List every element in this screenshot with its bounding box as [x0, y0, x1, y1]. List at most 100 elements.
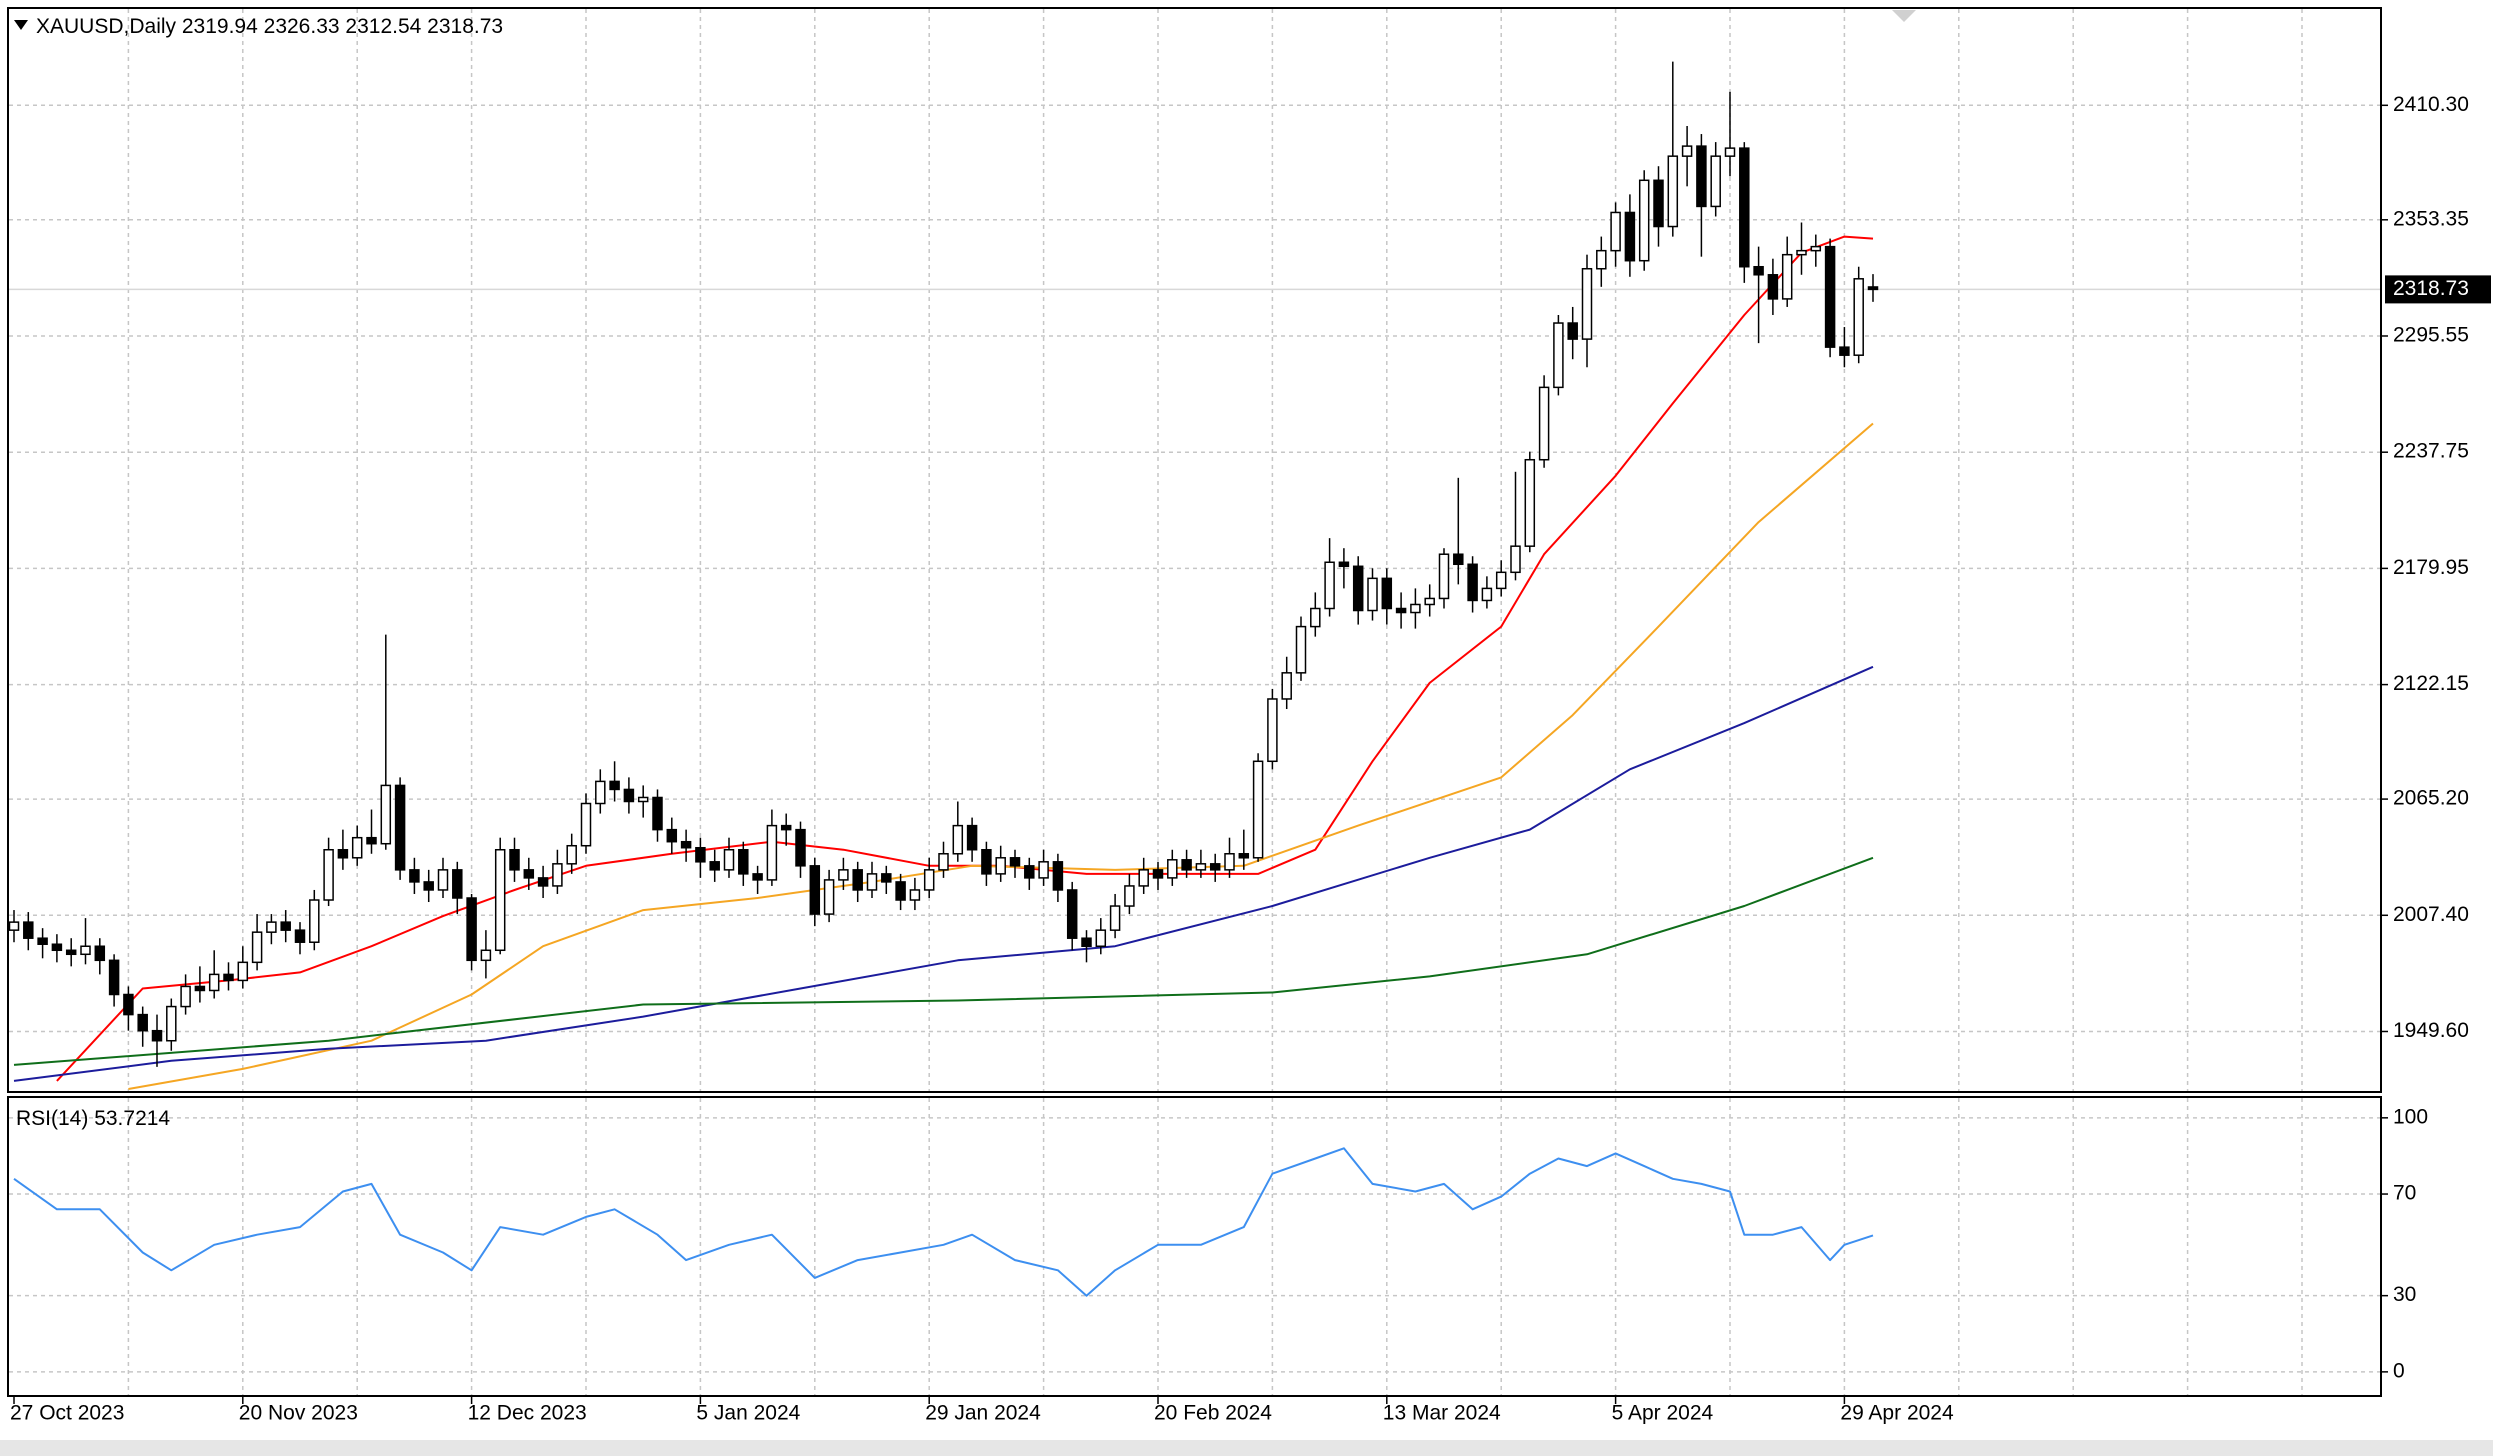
x-tick-label: 13 Mar 2024	[1383, 1402, 1501, 1425]
candle-body	[452, 869, 463, 899]
candle-body	[938, 853, 949, 871]
candle-body	[1638, 179, 1650, 262]
candle-body	[895, 881, 906, 901]
candle-body	[1152, 869, 1164, 879]
y-tick-label: 2179.95	[2393, 556, 2469, 579]
y-tick-label: 2007.40	[2393, 903, 2469, 926]
candle-body	[509, 848, 520, 871]
candle-body	[1038, 861, 1049, 879]
candle-body	[1124, 885, 1135, 907]
candle-body	[409, 869, 420, 883]
moving-average-line	[13, 665, 1874, 1082]
candle-body	[1581, 267, 1593, 340]
candle-body	[623, 788, 635, 803]
candle-body	[1495, 571, 1507, 590]
y-tick-label: 2295.55	[2393, 324, 2469, 347]
candle-body	[351, 836, 363, 859]
candle-body	[8, 921, 20, 931]
y-tick-label: 100	[2393, 1105, 2428, 1128]
candle-body	[1696, 145, 1707, 208]
candle-body	[1081, 937, 1092, 947]
candle-body	[94, 945, 106, 962]
candle-body	[51, 943, 63, 952]
candle-body	[237, 961, 249, 982]
candle-body	[666, 828, 678, 843]
candle-body	[1596, 249, 1607, 270]
candle-body	[1066, 889, 1078, 939]
candle-body	[1209, 863, 1221, 871]
candle-body	[838, 869, 849, 881]
rsi-title: RSI(14)	[16, 1107, 88, 1130]
close-value: 2318.73	[427, 15, 503, 38]
candle-body	[1624, 211, 1636, 262]
x-tick-label: 20 Feb 2024	[1154, 1402, 1272, 1425]
open-value: 2319.94	[182, 15, 258, 38]
candle-body	[966, 824, 978, 851]
y-tick-label: 2353.35	[2393, 207, 2469, 230]
candle-body	[823, 879, 835, 915]
candle-body	[1753, 265, 1764, 276]
candle-body	[1824, 245, 1836, 348]
rsi-value: 53.7214	[94, 1107, 170, 1130]
candle-body	[695, 846, 706, 863]
plot-layer: 27 Oct 2023 20 Nov 2023 12 Dec 2023 5 Jan 2…	[8, 9, 2491, 1425]
candle-body	[1281, 672, 1292, 700]
candle-body	[852, 869, 863, 891]
candle-body	[1810, 245, 1822, 252]
candle-body	[1167, 859, 1178, 879]
candle-body	[423, 881, 434, 891]
candle-body	[380, 784, 392, 845]
high-value: 2326.33	[264, 15, 340, 38]
candle-body	[23, 921, 34, 939]
candle-body	[552, 863, 563, 887]
candle-body	[180, 985, 191, 1008]
candle-body	[208, 973, 220, 992]
candle-body	[1867, 286, 1879, 291]
candle-body	[1524, 458, 1536, 547]
candle-body	[1195, 863, 1207, 871]
candle-body	[637, 796, 649, 803]
candle-body	[1095, 929, 1107, 947]
candle-body	[580, 802, 592, 847]
price-tag	[2385, 275, 2491, 304]
candle-body	[1767, 274, 1779, 300]
candle-body	[595, 780, 606, 805]
candle-body	[1252, 760, 1264, 859]
candle-body	[723, 848, 735, 871]
candle-body	[680, 840, 692, 849]
candle-body	[137, 1013, 148, 1032]
main-pane-frame	[7, 7, 2382, 1093]
candle-body	[480, 949, 492, 962]
candle-body	[1138, 869, 1149, 887]
collapse-arrow[interactable]	[14, 20, 28, 30]
candle-body	[65, 949, 77, 956]
candle-body	[609, 780, 620, 791]
x-tick-label: 5 Jan 2024	[696, 1402, 800, 1425]
y-tick-label: 2122.15	[2393, 672, 2469, 695]
candle-body	[909, 889, 921, 901]
candle-body	[1338, 561, 1350, 568]
candle-body	[366, 836, 377, 845]
candle-body	[1381, 577, 1393, 610]
candle-body	[809, 865, 821, 915]
candle-body	[652, 796, 663, 831]
candle-body	[1538, 386, 1550, 461]
moving-average-line	[56, 235, 1874, 1082]
candle-body	[1181, 859, 1192, 871]
candle-body	[323, 848, 334, 901]
candle-body	[37, 937, 48, 945]
candle-body	[1424, 597, 1435, 606]
y-tick-label: 70	[2393, 1182, 2416, 1205]
candle-body	[1267, 698, 1278, 763]
candle-body	[1467, 563, 1478, 602]
candle-body	[1352, 565, 1364, 612]
candle-body	[1853, 278, 1864, 356]
candle-body	[566, 844, 577, 865]
candle-body	[494, 848, 506, 952]
candle-body	[981, 848, 992, 875]
x-tick-label: 29 Apr 2024	[1840, 1402, 1954, 1425]
candle-body	[394, 784, 406, 871]
candle-body	[166, 1005, 177, 1042]
x-tick-label: 5 Apr 2024	[1612, 1402, 1714, 1425]
